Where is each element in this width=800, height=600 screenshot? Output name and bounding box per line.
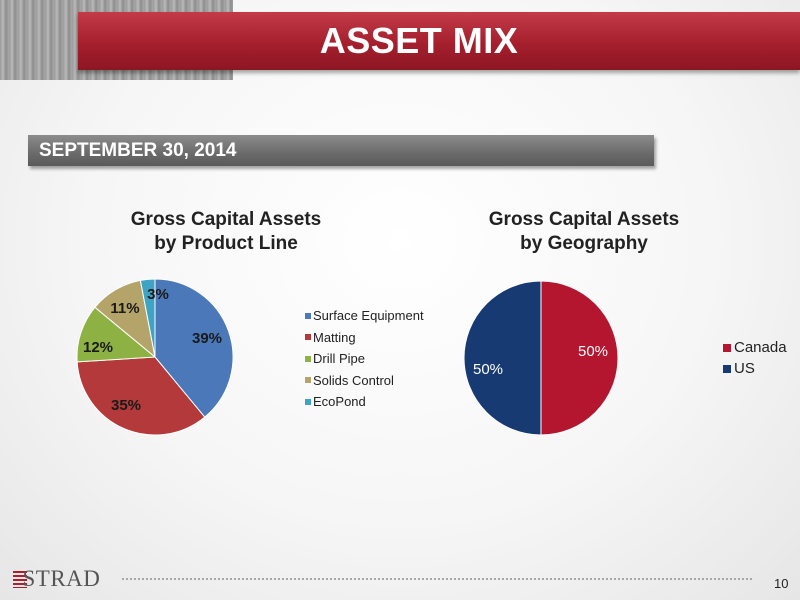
legend-label-surface-equipment: Surface Equipment	[313, 308, 424, 324]
title-banner: ASSET MIX	[78, 12, 800, 70]
legend-label-canada: Canada	[734, 339, 787, 356]
data-label-matting: 35%	[111, 397, 141, 414]
legend-label-matting: Matting	[313, 329, 356, 345]
data-label-canada: 50%	[578, 343, 608, 360]
legend-item-canada: Canada	[723, 337, 787, 358]
chart2-title-line2: by Geography	[520, 233, 648, 254]
strad-logo: STRAD	[22, 566, 101, 591]
chart1-title: Gross Capital Assets by Product Line	[96, 208, 356, 256]
chart2-title-line1: Gross Capital Assets	[488, 209, 680, 230]
legend-label-drill-pipe: Drill Pipe	[313, 351, 366, 367]
legend-item-surface-equipment: Surface Equipment	[305, 305, 424, 327]
legend-item-solids-control: Solids Control	[305, 370, 424, 392]
chart1-title-line1: Gross Capital Assets	[130, 209, 322, 230]
product-line-legend: Surface Equipment Matting Drill Pipe Solids…	[305, 305, 424, 413]
data-label-drill-pipe: 12%	[83, 339, 113, 356]
pie-slice-surface-equipment	[154, 278, 234, 418]
chart1-title-line2: by Product Line	[154, 233, 298, 254]
pie-slice-ecopond	[139, 278, 156, 358]
pie-slice-canada	[540, 280, 619, 436]
slide-title: ASSET MIX	[319, 20, 519, 61]
legend-swatch-solids-control	[305, 377, 311, 384]
legend-swatch-matting	[305, 334, 311, 341]
legend-label-us: US	[734, 360, 755, 377]
geography-legend: Canada US	[723, 337, 787, 379]
chart2-title: Gross Capital Assets by Geography	[454, 208, 714, 256]
legend-swatch-us	[723, 364, 731, 373]
legend-swatch-surface-equipment	[305, 312, 311, 319]
footer-divider	[122, 578, 752, 580]
date-subtitle: SEPTEMBER 30, 2014	[39, 140, 237, 161]
page-number: 10	[774, 576, 789, 591]
pie-slice-matting	[76, 356, 206, 436]
legend-item-drill-pipe: Drill Pipe	[305, 348, 424, 370]
legend-swatch-ecopond	[305, 398, 311, 405]
data-label-us: 50%	[473, 361, 503, 378]
legend-swatch-canada	[723, 343, 731, 352]
legend-item-matting: Matting	[305, 327, 424, 349]
data-label-surface-equipment: 39%	[192, 330, 222, 347]
data-label-ecopond: 3%	[147, 286, 169, 303]
legend-swatch-drill-pipe	[305, 355, 311, 362]
logo-mark	[13, 571, 27, 588]
date-banner: SEPTEMBER 30, 2014	[28, 135, 654, 166]
legend-label-ecopond: EcoPond	[313, 394, 366, 410]
legend-item-us: US	[723, 358, 787, 379]
legend-item-ecopond: EcoPond	[305, 391, 424, 413]
pie-slice-us	[463, 280, 542, 436]
legend-label-solids-control: Solids Control	[313, 372, 394, 388]
data-label-solids-control: 11%	[110, 300, 139, 317]
